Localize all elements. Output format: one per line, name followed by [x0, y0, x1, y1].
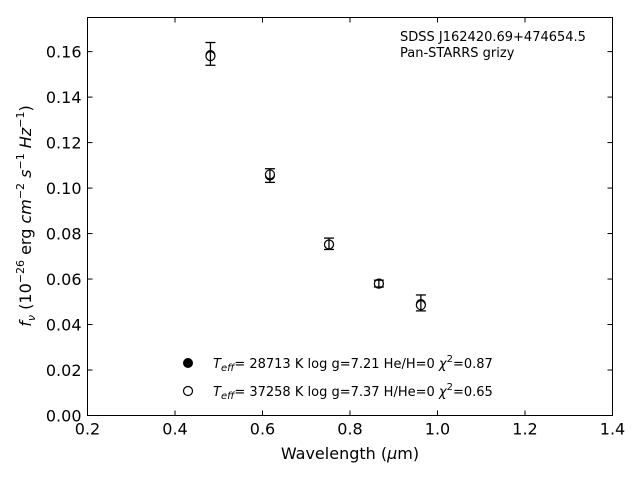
x-axis-ticks: 0.2 0.4 0.6 0.8 1.0 1.2 1.4 [75, 17, 625, 439]
x-tick-label: 1.0 [425, 420, 450, 439]
legend-label-open: Teff= 37258 K log g=7.37 H/He=0 χ2=0.65 [213, 382, 493, 402]
legend-marker-open [182, 385, 194, 397]
legend: Teff= 28713 K log g=7.21 He/H=0 χ2=0.87 … [182, 354, 493, 402]
y-tick-label: 0.16 [46, 43, 82, 62]
annotation-survey: Pan-STARRS grizy [400, 46, 515, 61]
x-tick-label: 1.2 [512, 420, 537, 439]
x-axis-label: Wavelength (μm) [281, 444, 419, 463]
y-tick-label: 0.02 [46, 361, 82, 380]
y-axis-label: fν (10−26 erg cm−2 s−1 Hz−1) [14, 105, 38, 326]
x-tick-label: 0.4 [162, 420, 187, 439]
observed-photometry [205, 41, 426, 312]
annotation-object-name: SDSS J162420.69+474654.5 [400, 30, 586, 45]
legend-marker-filled [183, 358, 193, 368]
series-filled-models [205, 50, 426, 310]
y-tick-label: 0.04 [46, 316, 82, 335]
x-tick-label: 0.2 [75, 420, 100, 439]
y-tick-label: 0.12 [46, 134, 82, 153]
y-tick-label: 0.00 [46, 407, 82, 426]
y-tick-label: 0.06 [46, 270, 82, 289]
plot-area-frame [87, 17, 613, 416]
x-tick-label: 1.4 [600, 420, 625, 439]
y-tick-label: 0.14 [46, 88, 82, 107]
x-tick-label: 0.8 [337, 420, 362, 439]
y-tick-label: 0.10 [46, 179, 82, 198]
x-tick-label: 0.6 [250, 420, 275, 439]
y-tick-label: 0.08 [46, 225, 82, 244]
legend-label-filled: Teff= 28713 K log g=7.21 He/H=0 χ2=0.87 [213, 354, 493, 374]
series-open-models [205, 51, 426, 311]
y-axis-ticks: 0.00 0.02 0.04 0.06 0.08 0.10 0.12 0.14 0.16 [46, 43, 613, 426]
